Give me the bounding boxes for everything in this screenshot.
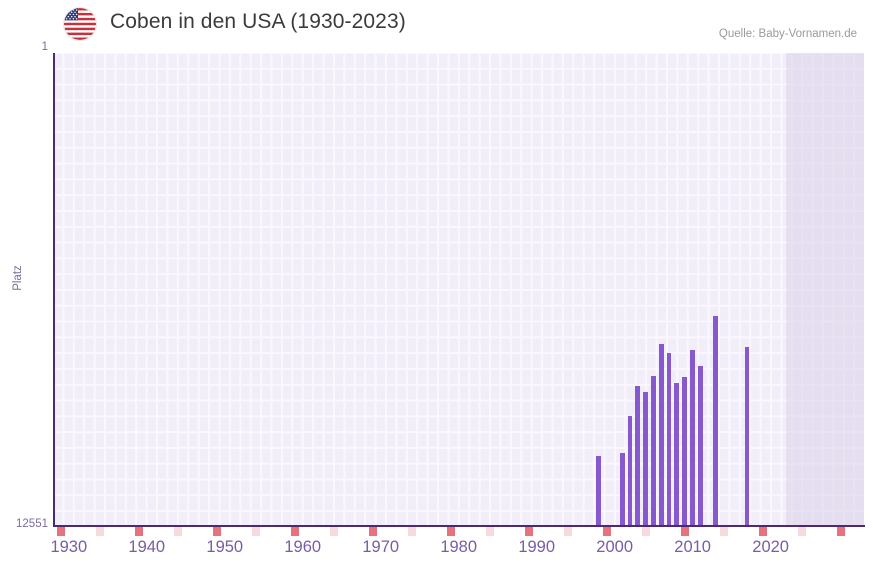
source-label: Quelle: Baby-Vornamen.de: [718, 28, 857, 40]
us-flag-icon: [64, 8, 96, 40]
x-axis-tick: [134, 527, 143, 536]
bar: [627, 415, 633, 526]
x-axis-label: 2000: [596, 538, 634, 556]
x-axis-label: 1940: [128, 538, 166, 556]
x-axis-tick: [56, 527, 65, 536]
x-axis-tick: [758, 527, 767, 536]
bar: [666, 353, 672, 526]
x-axis-ticks: [53, 527, 865, 536]
future-shaded-region: [786, 53, 864, 526]
x-axis-tick: [329, 527, 338, 536]
x-axis-tick: [641, 527, 650, 536]
y-axis-bottom-label: 12551: [16, 518, 48, 530]
x-axis-tick: [368, 527, 377, 536]
x-axis-label: 2020: [752, 538, 789, 556]
x-axis-label: 1960: [284, 538, 322, 556]
x-axis-labels: 1930 1940 1950 1960 1970 1980 1990 2000 2010 2020: [0, 538, 873, 562]
x-axis-tick: [212, 527, 221, 536]
y-axis-title: Platz: [12, 265, 24, 291]
y-axis-top-label: 1: [41, 41, 48, 53]
bar-series: [53, 53, 864, 526]
x-axis-tick: [719, 527, 728, 536]
bar: [596, 456, 602, 526]
x-axis-label: 1950: [206, 538, 244, 556]
x-axis-tick: [680, 527, 689, 536]
bar: [713, 316, 719, 526]
x-axis-label: 1970: [362, 538, 400, 556]
x-axis-tick: [602, 527, 611, 536]
x-axis-tick: [95, 527, 104, 536]
bar: [744, 346, 750, 526]
bar: [651, 375, 656, 526]
bar: [690, 349, 695, 526]
x-axis-tick: [485, 527, 494, 536]
x-axis-line: [53, 525, 865, 527]
bar: [697, 365, 703, 526]
y-axis-line: [53, 53, 55, 526]
plot-area: [53, 53, 864, 526]
x-axis-tick: [446, 527, 455, 536]
x-axis-tick: [836, 527, 845, 536]
bar: [635, 385, 641, 526]
x-axis-tick: [407, 527, 416, 536]
page-title: Coben in den USA (1930-2023): [110, 10, 406, 33]
x-axis-tick: [563, 527, 572, 536]
bar: [658, 343, 664, 526]
bar: [682, 376, 688, 526]
x-axis-tick: [251, 527, 260, 536]
plot-tint: [53, 53, 864, 526]
x-axis-label: 1990: [518, 538, 556, 556]
x-axis-tick: [173, 527, 182, 536]
x-axis-tick: [290, 527, 299, 536]
x-axis-label: 1930: [50, 538, 88, 556]
x-axis-label: 1980: [440, 538, 478, 556]
bar: [643, 392, 649, 526]
x-axis-tick: [797, 527, 806, 536]
x-axis-tick: [524, 527, 533, 536]
chart-header: Coben in den USA (1930-2023) Quelle: Bab…: [0, 0, 873, 48]
bar: [674, 382, 680, 526]
bar: [619, 453, 625, 526]
x-axis-label: 2010: [674, 538, 711, 556]
